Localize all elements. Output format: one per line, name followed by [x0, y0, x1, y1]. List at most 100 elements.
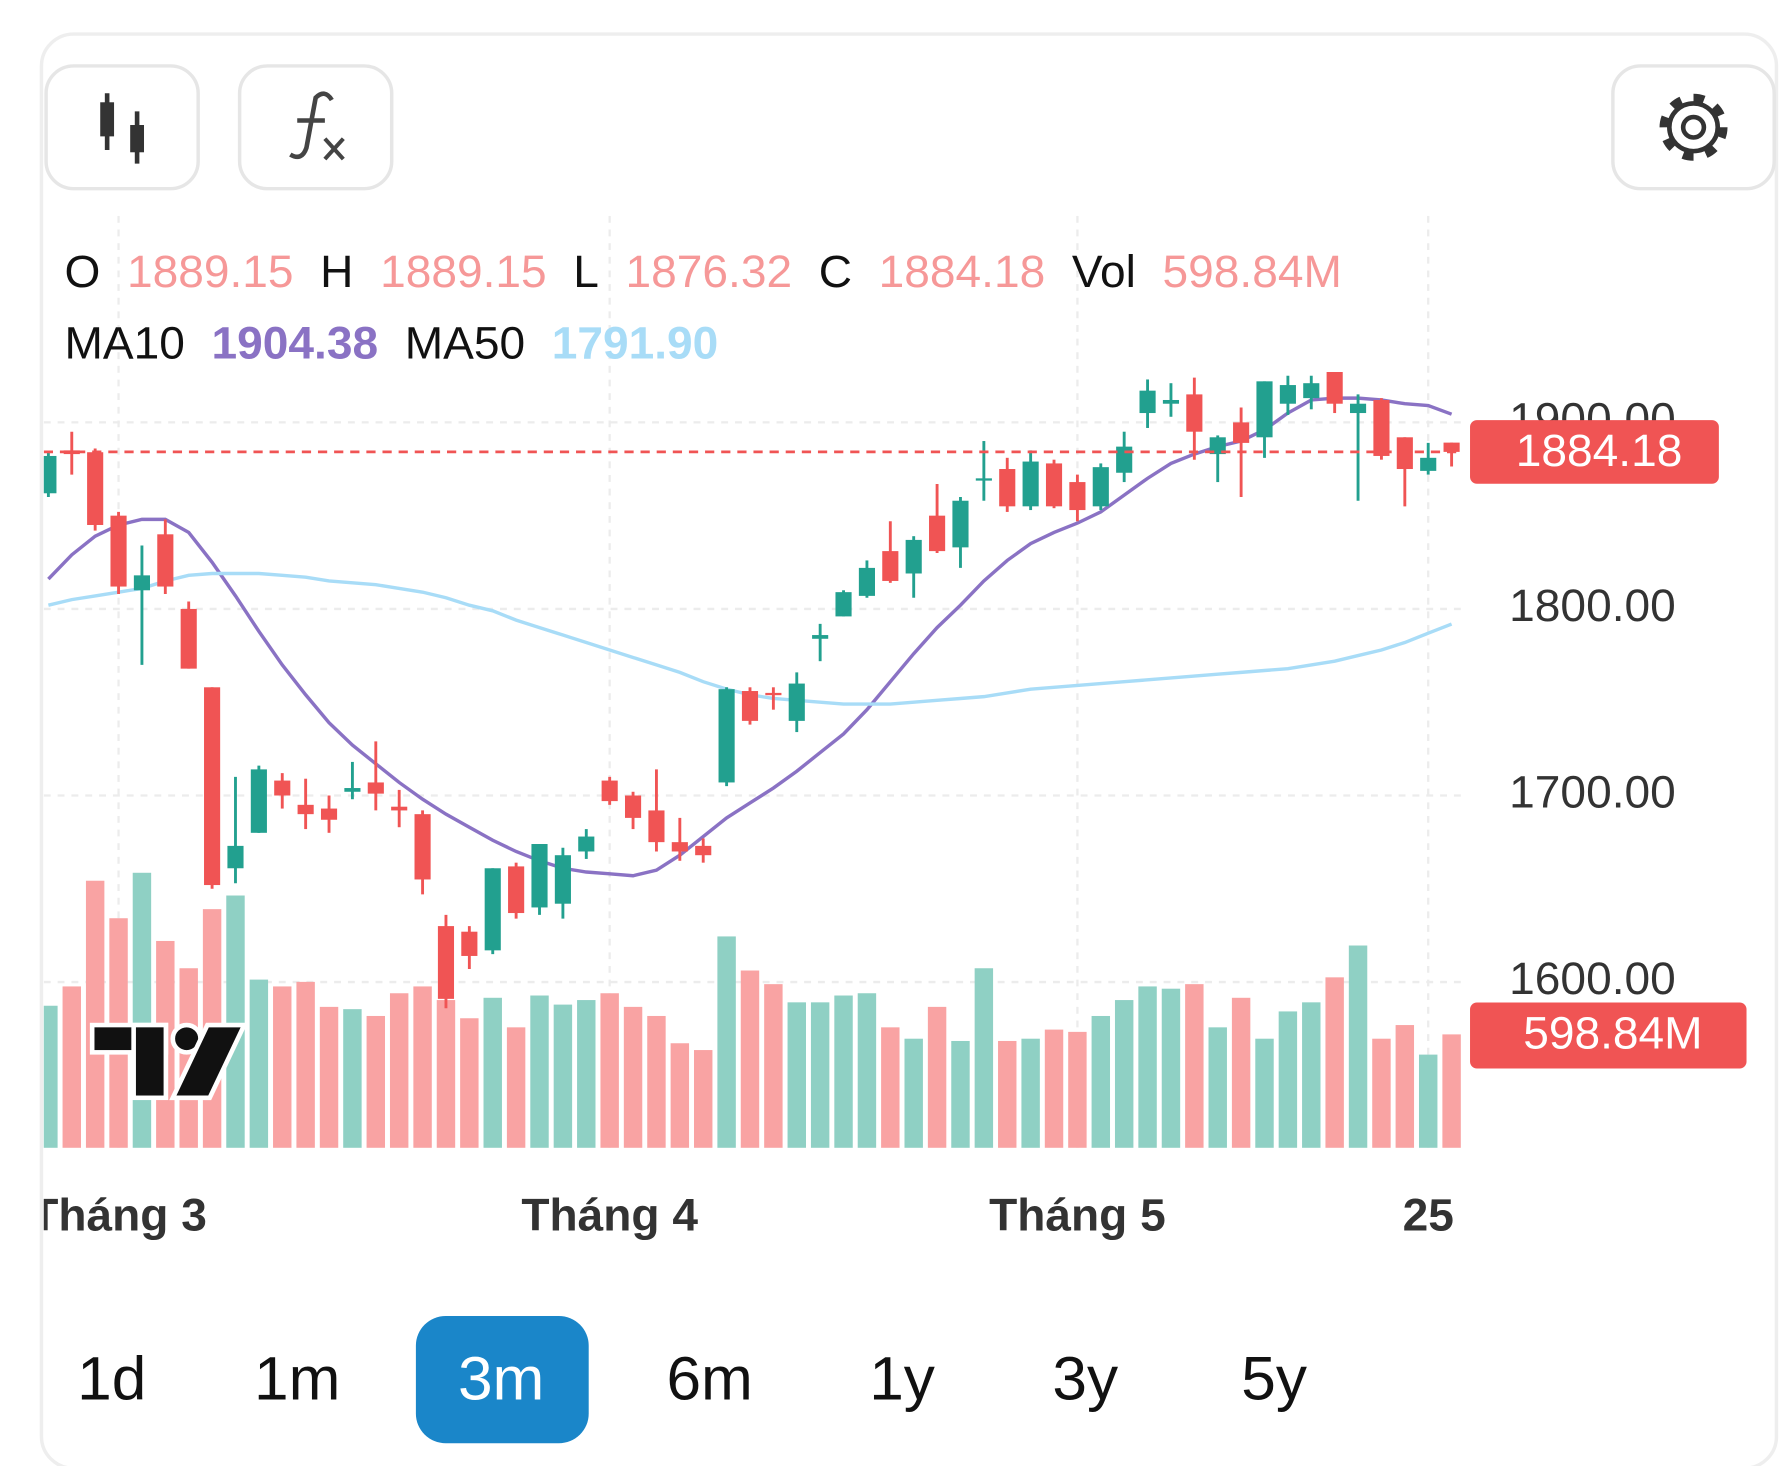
range-button[interactable]: 3m: [415, 1315, 589, 1444]
candle-body: [1303, 383, 1320, 399]
volume-bar: [85, 880, 105, 1148]
volume-bar: [1161, 988, 1181, 1148]
candle-body: [204, 687, 221, 886]
value: 1884.18: [879, 246, 1046, 297]
volume-bar: [1302, 1002, 1321, 1148]
value: 1889.15: [127, 246, 294, 297]
candle-body: [1186, 394, 1203, 432]
volume-bar: [647, 1015, 666, 1148]
range-button-label: 1d: [77, 1345, 146, 1414]
y-tick-label: 1600.00: [1509, 953, 1676, 1004]
candle-body: [812, 635, 829, 639]
volume-bar: [1021, 1038, 1040, 1148]
volume-bar: [600, 993, 619, 1148]
candle-body: [531, 844, 548, 908]
range-button-bg: [415, 1315, 589, 1444]
candle-body: [929, 515, 946, 552]
candle-body: [601, 780, 618, 802]
x-tick-label: Tháng 5: [989, 1190, 1166, 1241]
range-button[interactable]: 6m: [666, 1345, 752, 1414]
price-label-box: [1470, 420, 1719, 484]
candle-body: [695, 845, 712, 856]
value: 1791.90: [552, 318, 719, 369]
volume-bar: [1278, 1011, 1298, 1148]
volume-bar: [249, 979, 269, 1148]
candle-body: [1162, 399, 1180, 404]
indicator-button[interactable]: [237, 64, 394, 191]
range-button-label: 6m: [666, 1345, 752, 1414]
candle-body: [320, 808, 338, 820]
candle-body: [391, 806, 408, 811]
candle-body: [461, 931, 478, 956]
range-button-label: 5y: [1241, 1345, 1307, 1414]
volume-bar: [1348, 945, 1368, 1148]
y-tick-label: 1700.00: [1509, 767, 1676, 818]
volume-bar: [1185, 984, 1204, 1148]
candle-body: [1069, 482, 1086, 511]
candle-body: [1349, 403, 1367, 414]
candle-body: [578, 836, 595, 852]
volume-bar: [577, 1000, 596, 1148]
candle-body: [1279, 385, 1296, 404]
volume-bar: [366, 1015, 386, 1148]
label: C: [819, 246, 852, 297]
volume-bar: [834, 995, 853, 1148]
volume-bar: [1044, 1029, 1064, 1148]
candle-body: [63, 450, 80, 455]
volume-bar: [1068, 1031, 1087, 1148]
candle-body: [975, 478, 992, 481]
label: H: [320, 246, 353, 297]
candle-body: [1092, 467, 1109, 507]
settings-button[interactable]: [1611, 64, 1776, 191]
tv-logo: [89, 1022, 248, 1101]
chart-type-button[interactable]: [44, 64, 200, 191]
volume-bar: [810, 1002, 830, 1148]
range-button-label: 1m: [254, 1345, 340, 1414]
candle-body: [1256, 381, 1273, 438]
candle-body: [882, 551, 899, 581]
volume-bar: [506, 1027, 526, 1148]
volume-bar: [43, 1005, 58, 1148]
candle-body: [1420, 457, 1437, 471]
volume-bar: [1255, 1038, 1274, 1148]
range-button[interactable]: 1d: [77, 1345, 146, 1414]
volume-bar: [951, 1040, 970, 1148]
volume-bar: [483, 997, 502, 1148]
volume-bar: [1372, 1038, 1391, 1148]
candle-body: [905, 539, 922, 574]
candle-body: [1022, 461, 1039, 507]
volume-bar: [787, 1002, 806, 1148]
candle-body: [43, 455, 57, 494]
x-tick-label: 25: [1403, 1190, 1454, 1241]
label: O: [65, 246, 101, 297]
value: 1876.32: [626, 246, 793, 297]
candle-body: [671, 842, 688, 852]
range-button[interactable]: 5y: [1241, 1345, 1307, 1414]
volume-bar: [764, 984, 783, 1148]
price-label: 1884.18: [1516, 425, 1683, 476]
label: Vol: [1072, 246, 1136, 297]
volume-bar: [296, 981, 315, 1148]
candle-body: [1326, 372, 1343, 404]
candle-body: [87, 452, 104, 525]
candle-body: [367, 782, 384, 794]
range-button[interactable]: 1y: [869, 1345, 935, 1414]
candle-body: [508, 866, 525, 914]
range-button[interactable]: 3y: [1052, 1345, 1118, 1414]
volume-bar: [460, 1018, 479, 1148]
candle-body: [1373, 399, 1390, 456]
volume-bar: [343, 1009, 362, 1148]
value: 1889.15: [380, 246, 547, 297]
range-button[interactable]: 1m: [254, 1345, 340, 1414]
candle-body: [297, 804, 314, 815]
candle-body: [274, 780, 291, 796]
volume-bar: [389, 993, 409, 1148]
value: 1904.38: [212, 318, 379, 369]
candle-body: [110, 515, 127, 587]
volume-bar: [132, 872, 152, 1148]
volume-bar: [1138, 986, 1157, 1148]
volume-label: 598.84M: [1523, 1008, 1702, 1059]
candle-body: [858, 567, 875, 596]
